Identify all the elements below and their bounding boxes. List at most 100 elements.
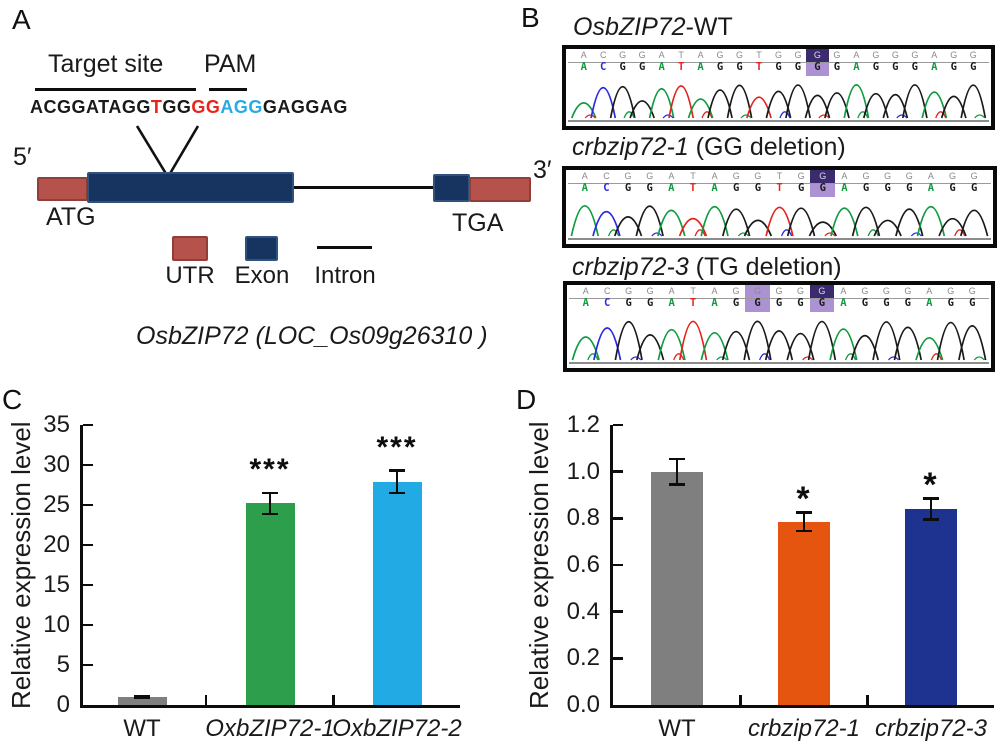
- trace-baseline: [569, 362, 989, 365]
- base-letter: G: [646, 297, 654, 309]
- base-letter: C: [600, 61, 607, 73]
- error-bar-line: [675, 458, 679, 485]
- y-tick: [82, 583, 94, 587]
- y-tick-label: 0.8: [566, 504, 600, 532]
- error-bar-cap-top: [262, 491, 278, 495]
- error-bar-line: [268, 493, 272, 514]
- y-tick: [82, 463, 94, 467]
- y-tick-label: 1.2: [566, 411, 600, 438]
- base-letter-top: G: [638, 50, 646, 60]
- base-letter-top: G: [716, 50, 724, 60]
- legend-intron-swatch: [317, 246, 372, 249]
- error-bar-cap-bottom: [134, 697, 150, 700]
- base-letter-top: G: [797, 171, 805, 181]
- y-tick-label: 30: [43, 451, 70, 478]
- x-category-label: crbzip72-1: [747, 715, 861, 742]
- error-bar-cap-bottom: [796, 529, 812, 533]
- chromatogram-title-gene: crbzip72-3: [572, 253, 689, 281]
- base-letter-top: A: [711, 286, 718, 296]
- base-letter-top: G: [819, 171, 827, 181]
- trace-baseline: [568, 238, 991, 241]
- base-letter: G: [872, 61, 880, 73]
- legend-exon-swatch: [245, 236, 278, 261]
- error-bar-line: [802, 512, 806, 532]
- base-letter: G: [624, 182, 632, 194]
- pam-label: PAM: [204, 50, 257, 78]
- trace-baseline: [568, 120, 989, 123]
- base-letter: A: [580, 61, 587, 73]
- base-letter: G: [862, 182, 870, 194]
- bar: [651, 471, 703, 705]
- chromatogram-title-gene: crbzip72-1: [572, 133, 689, 161]
- base-letter: G: [619, 61, 626, 73]
- y-axis-line: [610, 425, 613, 708]
- base-letter: G: [797, 182, 805, 194]
- y-tick: [82, 543, 94, 547]
- chromatogram-title-gene: OsbZIP72: [573, 13, 686, 41]
- base-letter: A: [927, 182, 935, 194]
- base-letter-top: G: [949, 171, 957, 181]
- chromatogram-title: crbzip72-1 (GG deletion): [572, 133, 846, 162]
- base-letter: G: [775, 297, 783, 309]
- y-tick: [82, 663, 94, 667]
- base-letter-top: A: [840, 286, 847, 296]
- base-letter: G: [732, 297, 740, 309]
- letter-row-line: [569, 297, 989, 299]
- base-letter-top: G: [818, 286, 826, 296]
- trace-peaks: [571, 320, 987, 361]
- base-letter-top: C: [603, 286, 611, 296]
- y-tick: [612, 423, 624, 427]
- base-letter: G: [861, 297, 869, 309]
- base-letter: T: [677, 61, 685, 73]
- base-letter-top: A: [580, 50, 587, 60]
- x-category-label: OxbZIP72-2: [332, 715, 462, 742]
- base-letter: G: [970, 61, 977, 73]
- base-letter-top: A: [711, 171, 718, 181]
- intron-line: [294, 186, 433, 189]
- base-letter-top: G: [775, 286, 783, 296]
- base-letter: G: [833, 61, 841, 73]
- y-tick-label: 5: [56, 651, 70, 678]
- base-letter: G: [911, 61, 918, 73]
- base-letter: G: [736, 61, 743, 73]
- base-letter: C: [603, 182, 610, 194]
- base-letter: A: [711, 297, 718, 309]
- error-bar-cap-top: [796, 511, 812, 514]
- base-letter-top: G: [754, 286, 762, 296]
- highlight-cell-dark: [806, 49, 829, 62]
- base-letter-top: G: [969, 50, 977, 60]
- base-letter: G: [892, 61, 899, 73]
- chromatogram-title: OsbZIP72-WT: [573, 13, 733, 42]
- base-letter: G: [818, 297, 826, 309]
- base-letter: G: [775, 61, 782, 73]
- y-tick-label: 15: [43, 571, 70, 598]
- base-letter-top: G: [905, 171, 913, 181]
- pam-underline: [209, 88, 247, 91]
- y-tick: [82, 423, 94, 427]
- x-tick: [866, 694, 869, 705]
- sequence-segment: T: [150, 97, 163, 117]
- sequence-segment: GG: [162, 97, 192, 117]
- base-letter-top: G: [624, 171, 632, 181]
- base-letter-top: A: [697, 50, 704, 60]
- base-letter: G: [969, 297, 976, 309]
- target-site-underline: [35, 88, 196, 91]
- base-letter: G: [716, 61, 724, 73]
- x-category-label: crbzip72-3: [874, 715, 988, 742]
- significance-marker: ***: [249, 453, 291, 486]
